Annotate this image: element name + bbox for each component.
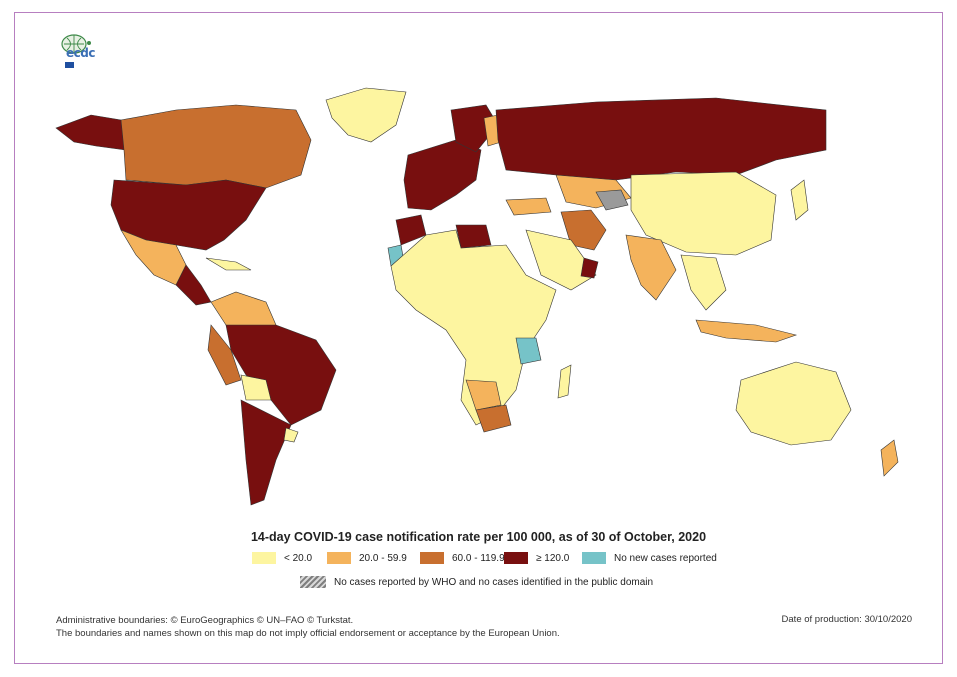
legend-label-very-high: ≥ 120.0 — [536, 552, 570, 564]
footer-disclaimer: The boundaries and names shown on this m… — [56, 628, 560, 639]
region-turkey — [505, 197, 552, 216]
legend-swatch-none — [582, 552, 606, 564]
region-russia — [495, 97, 827, 181]
legend-item-low: < 20.0 — [252, 552, 312, 564]
legend-swatch-very-high — [504, 552, 528, 564]
region-greenland — [325, 87, 407, 143]
logo-text: ecdc — [66, 46, 95, 60]
region-bolivia — [240, 374, 272, 401]
legend-swatch-low — [252, 552, 276, 564]
legend-item-high: 60.0 - 119.9 — [420, 552, 505, 564]
legend-hatch-label: No cases reported by WHO and no cases id… — [334, 576, 654, 588]
legend-label-low: < 20.0 — [284, 552, 313, 564]
legend-swatch-mid — [327, 552, 351, 564]
legend-label-high: 60.0 - 119.9 — [452, 552, 505, 564]
region-usa — [110, 179, 267, 251]
region-southern-cone — [240, 399, 292, 506]
region-libya — [455, 224, 492, 249]
footer-production-date: Date of production: 30/10/2020 — [781, 614, 912, 625]
legend-item-none: No new cases reported — [582, 552, 717, 564]
region-uruguay — [283, 427, 299, 443]
region-india — [625, 234, 677, 301]
legend-hatch-item: No cases reported by WHO and no cases id… — [300, 576, 653, 588]
region-alaska — [55, 114, 127, 151]
region-south-africa — [475, 404, 512, 433]
footer-boundaries: Administrative boundaries: © EuroGeograp… — [56, 615, 354, 626]
region-namibia-botswana — [465, 379, 502, 411]
region-japan — [790, 179, 809, 221]
footer-credits: Administrative boundaries: © EuroGeograp… — [56, 614, 560, 640]
legend-label-mid: 20.0 - 59.9 — [359, 552, 407, 564]
world-map — [55, 87, 899, 506]
map-title: 14-day COVID-19 case notification rate p… — [250, 530, 707, 544]
region-oman — [580, 257, 599, 279]
region-caribbean — [205, 257, 252, 271]
region-peru — [207, 324, 242, 386]
region-central-america — [175, 264, 212, 306]
region-brazil — [225, 324, 337, 426]
region-unreported — [595, 189, 629, 211]
legend-label-none: No new cases reported — [614, 552, 717, 564]
region-africa — [390, 229, 557, 426]
region-new-zealand — [880, 439, 899, 477]
region-australia — [735, 361, 852, 446]
region-tanzania — [515, 337, 542, 365]
region-southeast-asia — [680, 254, 727, 311]
region-northern-south-america — [210, 291, 277, 331]
legend-hatch-swatch — [300, 576, 326, 588]
ecdc-logo — [61, 34, 91, 68]
region-canada — [120, 104, 312, 189]
region-arabian-peninsula — [525, 229, 597, 291]
legend-swatch-high — [420, 552, 444, 564]
region-madagascar — [557, 364, 572, 399]
legend-item-very-high: ≥ 120.0 — [504, 552, 569, 564]
region-indonesia — [695, 319, 798, 343]
legend-item-mid: 20.0 - 59.9 — [327, 552, 407, 564]
region-western-europe — [403, 139, 482, 211]
region-china — [630, 171, 777, 256]
